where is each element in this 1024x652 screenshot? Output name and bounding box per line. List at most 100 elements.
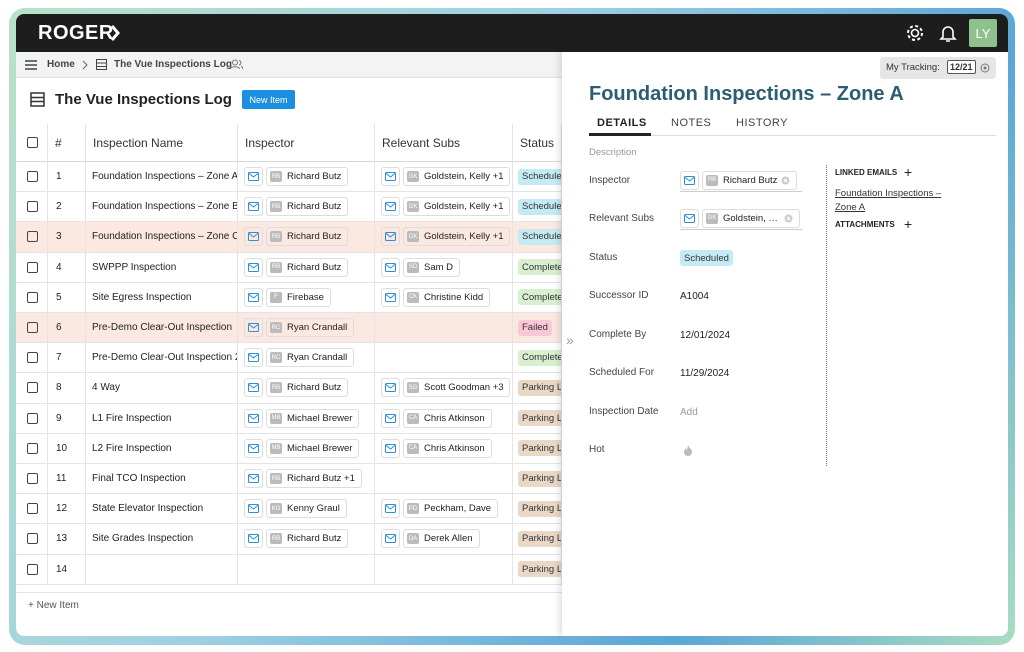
status-badge[interactable]: Scheduled: [518, 168, 561, 185]
person-chip[interactable]: RB Richard Butz: [266, 197, 349, 217]
settings-icon[interactable]: [905, 23, 925, 43]
person-chip[interactable]: SG Scott Goodman +3: [403, 378, 511, 398]
avatar[interactable]: LY: [969, 19, 997, 47]
linked-email[interactable]: Foundation Inspections – Zone A: [835, 188, 942, 213]
person-chip[interactable]: GK Goldstein, Kelly +1: [403, 227, 511, 247]
email-button[interactable]: [381, 197, 400, 217]
email-button[interactable]: [381, 257, 400, 277]
inspection-name[interactable]: L2 Fire Inspection: [92, 442, 172, 454]
inspection-name[interactable]: L1 Fire Inspection: [92, 412, 172, 424]
email-button[interactable]: [381, 499, 400, 519]
email-button[interactable]: [244, 438, 263, 458]
status-badge[interactable]: Parking Lo: [518, 440, 561, 457]
field-value[interactable]: RB Richard Butz: [680, 170, 802, 192]
person-chip[interactable]: PD Peckham, Dave: [403, 499, 499, 519]
hot-icon[interactable]: [683, 444, 693, 456]
inspection-name[interactable]: SWPPP Inspection: [92, 261, 177, 273]
inspection-name[interactable]: Pre-Demo Clear-Out Inspection: [92, 322, 233, 334]
person-chip[interactable]: F Firebase: [266, 287, 331, 307]
tracking-close[interactable]: [980, 63, 990, 73]
status-badge[interactable]: Parking Lo: [518, 410, 561, 427]
share-icon[interactable]: [230, 59, 243, 70]
row-checkbox[interactable]: [27, 473, 38, 485]
inspection-name[interactable]: Foundation Inspections – Zone A: [92, 171, 238, 183]
email-button[interactable]: [244, 318, 263, 338]
status-badge[interactable]: Parking Lo: [518, 379, 561, 396]
inspection-name[interactable]: Foundation Inspections – Zone B: [92, 201, 238, 213]
person-chip[interactable]: RB Richard Butz: [266, 257, 349, 277]
person-chip[interactable]: GK Goldstein, Kelly +1: [702, 208, 800, 228]
description-label[interactable]: Description: [589, 147, 637, 158]
tab[interactable]: DETAILS: [597, 117, 647, 129]
column-header[interactable]: Status: [520, 135, 555, 150]
row-checkbox[interactable]: [27, 201, 38, 213]
email-button[interactable]: [381, 529, 400, 549]
add-linked-email[interactable]: +: [904, 164, 913, 180]
field-value[interactable]: A1004: [680, 286, 709, 306]
status-badge[interactable]: Parking Lo: [518, 500, 561, 517]
email-button[interactable]: [381, 227, 400, 247]
email-button[interactable]: [381, 167, 400, 187]
person-chip[interactable]: RC Ryan Crandall: [266, 348, 355, 368]
person-chip[interactable]: KG Kenny Graul: [266, 499, 347, 519]
inspection-name[interactable]: Site Grades Inspection: [92, 533, 194, 545]
row-checkbox[interactable]: [27, 382, 38, 394]
person-chip[interactable]: SD Sam D: [403, 257, 461, 277]
row-checkbox[interactable]: [27, 171, 38, 183]
email-button[interactable]: [680, 170, 699, 190]
new-item-button[interactable]: New Item: [242, 90, 295, 109]
add-row-button[interactable]: + New Item: [28, 600, 79, 611]
row-checkbox[interactable]: [27, 563, 38, 575]
row-checkbox[interactable]: [27, 231, 38, 243]
status-badge[interactable]: Parking Lo: [518, 470, 561, 487]
person-chip[interactable]: RB Richard Butz: [266, 167, 349, 187]
status-badge[interactable]: Parking Lo: [518, 530, 561, 547]
email-button[interactable]: [244, 287, 263, 307]
person-chip[interactable]: DA Derek Allen: [403, 529, 480, 549]
person-chip[interactable]: RC Ryan Crandall: [266, 318, 355, 338]
row-checkbox[interactable]: [27, 503, 38, 515]
row-checkbox[interactable]: [27, 261, 38, 273]
person-chip[interactable]: CA Chris Atkinson: [403, 408, 492, 428]
tab[interactable]: NOTES: [671, 117, 712, 129]
menu-icon[interactable]: [25, 60, 37, 70]
column-header[interactable]: Relevant Subs: [382, 135, 461, 150]
person-chip[interactable]: GK Goldstein, Kelly +1: [403, 197, 511, 217]
tracking-pill[interactable]: My Tracking: 12/21: [880, 57, 996, 79]
column-header[interactable]: Inspection Name: [93, 135, 184, 150]
tab[interactable]: HISTORY: [736, 117, 788, 129]
email-button[interactable]: [244, 348, 263, 368]
email-button[interactable]: [244, 197, 263, 217]
status-badge[interactable]: Parking Lo: [518, 561, 561, 578]
email-button[interactable]: [381, 378, 400, 398]
status-badge[interactable]: Failed: [518, 319, 552, 336]
email-button[interactable]: [244, 167, 263, 187]
row-checkbox[interactable]: [27, 352, 38, 364]
logo[interactable]: ROGER: [38, 22, 114, 44]
email-button[interactable]: [244, 499, 263, 519]
status-badge[interactable]: Scheduled: [518, 228, 561, 245]
email-button[interactable]: [244, 408, 263, 428]
status-badge[interactable]: Complete: [518, 259, 561, 276]
row-checkbox[interactable]: [27, 322, 38, 334]
person-chip[interactable]: GK Goldstein, Kelly +1: [403, 167, 511, 187]
person-chip[interactable]: RB Richard Butz: [266, 227, 349, 247]
status-badge[interactable]: Complete: [518, 289, 561, 306]
column-header[interactable]: #: [55, 135, 62, 150]
remove-icon[interactable]: [781, 176, 790, 185]
person-chip[interactable]: MB Michael Brewer: [266, 408, 360, 428]
person-chip[interactable]: RB Richard Butz: [266, 378, 349, 398]
person-chip[interactable]: RB Richard Butz +1: [266, 469, 362, 489]
person-chip[interactable]: RB Richard Butz: [702, 170, 798, 190]
inspection-name[interactable]: 4 Way: [92, 382, 120, 394]
email-button[interactable]: [244, 469, 263, 489]
email-button[interactable]: [244, 227, 263, 247]
email-button[interactable]: [381, 408, 400, 428]
person-chip[interactable]: RB Richard Butz: [266, 529, 349, 549]
notifications-icon[interactable]: [939, 23, 957, 43]
status-badge[interactable]: Scheduled: [518, 198, 561, 215]
row-checkbox[interactable]: [27, 533, 38, 545]
inspection-name[interactable]: Site Egress Inspection: [92, 291, 192, 303]
email-button[interactable]: [381, 287, 400, 307]
person-chip[interactable]: CA Chris Atkinson: [403, 438, 492, 458]
